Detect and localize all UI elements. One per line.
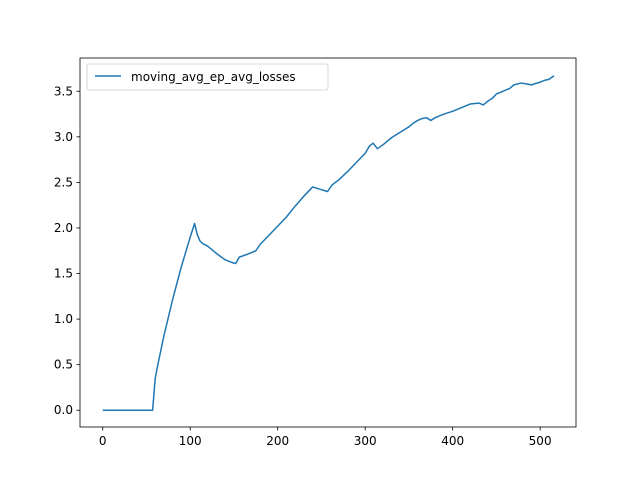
y-tick-label: 1.0 xyxy=(54,312,73,326)
x-tick-label: 0 xyxy=(99,434,107,448)
plot-area xyxy=(102,75,555,411)
y-tick-label: 2.5 xyxy=(54,175,73,189)
y-tick-label: 1.5 xyxy=(54,267,73,281)
y-axis-ticks: 0.0 0.5 1.0 1.5 2.0 2.5 3.0 3.5 xyxy=(54,84,80,417)
x-tick-label: 500 xyxy=(529,434,552,448)
x-tick-label: 200 xyxy=(266,434,289,448)
axes-frame xyxy=(79,57,577,428)
x-tick-label: 400 xyxy=(441,434,464,448)
series-line-0 xyxy=(102,75,555,411)
legend: moving_avg_ep_avg_losses xyxy=(86,63,329,91)
y-tick-label: 0.5 xyxy=(54,358,73,372)
y-tick-label: 3.0 xyxy=(54,130,73,144)
legend-label: moving_avg_ep_avg_losses xyxy=(131,70,296,84)
y-tick-label: 0.0 xyxy=(54,403,73,417)
x-tick-label: 300 xyxy=(354,434,377,448)
x-axis-ticks: 0 100 200 300 400 500 xyxy=(99,427,552,448)
legend-box xyxy=(86,63,329,91)
y-tick-label: 3.5 xyxy=(54,84,73,98)
x-tick-label: 100 xyxy=(179,434,202,448)
y-tick-label: 2.0 xyxy=(54,221,73,235)
